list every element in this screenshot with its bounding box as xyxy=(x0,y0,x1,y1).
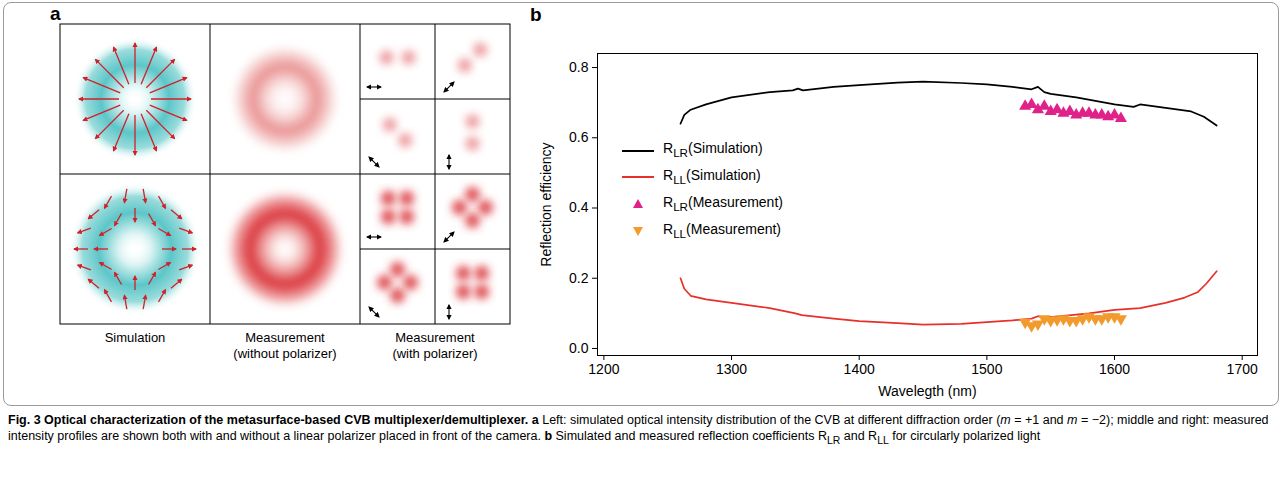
svg-text:1400: 1400 xyxy=(844,361,875,377)
svg-text:0.0: 0.0 xyxy=(569,340,589,356)
svg-text:Measurement(without polarizer): Measurement(without polarizer) xyxy=(233,330,336,361)
svg-text:0.4: 0.4 xyxy=(569,199,589,215)
svg-text:a: a xyxy=(50,3,61,24)
svg-text:1700: 1700 xyxy=(1227,361,1258,377)
html-text:b: b xyxy=(530,4,542,25)
svg-text:1500: 1500 xyxy=(971,361,1002,377)
svg-text:Simulation: Simulation xyxy=(105,330,166,345)
html-text:RLR(Simulation): RLR(Simulation) xyxy=(663,140,763,160)
svg-text:0.6: 0.6 xyxy=(569,129,589,145)
html-text:RLL(Simulation): RLL(Simulation) xyxy=(663,167,761,186)
html-text:RLR(Measurement): RLR(Measurement) xyxy=(663,193,783,213)
svg-text:1300: 1300 xyxy=(716,361,747,377)
svg-text:Measurement(with polarizer): Measurement(with polarizer) xyxy=(392,330,477,361)
html-text:Fig. 3 Optical characterizatio: Fig. 3 Optical characterization of the m… xyxy=(8,413,1269,446)
svg-text:1200: 1200 xyxy=(588,361,619,377)
svg-text:Reflection efficiency: Reflection efficiency xyxy=(538,142,554,266)
svg-text:0.8: 0.8 xyxy=(569,59,589,75)
svg-text:Wavelegth (nm): Wavelegth (nm) xyxy=(878,383,976,399)
svg-text:1600: 1600 xyxy=(1099,361,1130,377)
svg-text:0.2: 0.2 xyxy=(569,270,589,286)
html-text:RLL(Measurement): RLL(Measurement) xyxy=(663,220,781,240)
